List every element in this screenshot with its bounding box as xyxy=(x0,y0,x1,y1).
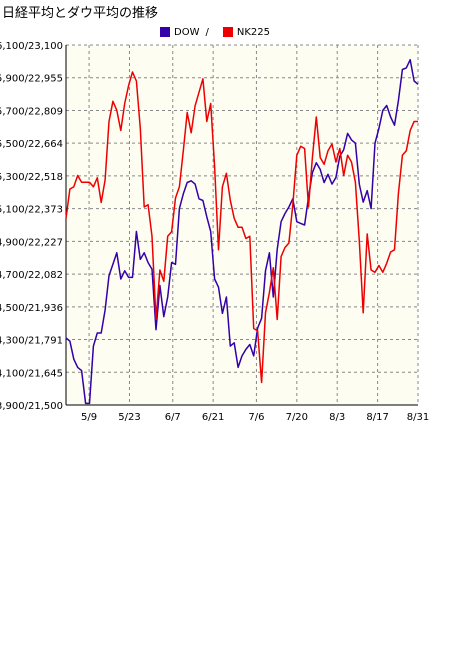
legend-swatch-dow xyxy=(160,27,170,37)
x-tick-label: 7/6 xyxy=(248,412,264,423)
legend-separator: / xyxy=(205,26,209,38)
chart-title: 日経平均とダウ平均の推移 xyxy=(2,6,159,21)
x-tick-label: 8/3 xyxy=(329,412,345,423)
y-tick-label: 24,100/21,645 xyxy=(0,368,63,379)
x-tick-label: 6/21 xyxy=(202,412,224,423)
x-tick-label: 5/9 xyxy=(81,412,97,423)
y-tick-label: 25,100/22,373 xyxy=(0,205,63,216)
series-line-nk225 xyxy=(65,71,418,384)
x-tick-labels: 5/9 5/23 6/7 6/21 7/6 7/20 8/3 8/17 8/31 xyxy=(81,412,429,423)
y-tick-label: 23,900/21,500 xyxy=(0,401,63,412)
grid-lines xyxy=(66,44,419,405)
y-tick-label: 26,100/23,100 xyxy=(0,41,63,52)
series-lines xyxy=(65,58,419,405)
y-tick-label: 25,700/22,809 xyxy=(0,106,63,117)
x-tick-label: 6/7 xyxy=(165,412,181,423)
plot-area xyxy=(66,45,418,405)
y-tick-label: 24,500/21,936 xyxy=(0,303,63,314)
legend-swatch-nk225 xyxy=(222,27,233,37)
x-tick-label: 5/23 xyxy=(118,412,140,423)
x-tick-label: 7/20 xyxy=(286,412,308,423)
y-tick-label: 24,700/22,082 xyxy=(0,270,63,281)
legend-item-nk225: NK225 xyxy=(222,26,270,38)
x-tick-label: 8/31 xyxy=(407,412,429,423)
y-tick-label: 25,500/22,664 xyxy=(0,139,63,150)
y-tick-label: 24,900/22,227 xyxy=(0,237,63,248)
legend: DOW / NK225 xyxy=(160,24,270,40)
legend-item-dow: DOW xyxy=(160,27,199,38)
legend-label-nk225: NK225 xyxy=(236,26,270,38)
y-tick-label: 25,300/22,518 xyxy=(0,172,63,183)
y-tick-label: 24,300/21,791 xyxy=(0,336,63,347)
series-line-dow xyxy=(65,58,419,405)
x-tick-label: 8/17 xyxy=(366,412,388,423)
y-tick-label: 25,900/22,955 xyxy=(0,74,63,85)
y-tick-labels: 23,900/21,500 24,100/21,645 24,300/21,791 2… xyxy=(0,41,63,412)
axes xyxy=(65,45,418,406)
legend-label-dow: DOW xyxy=(174,26,200,38)
